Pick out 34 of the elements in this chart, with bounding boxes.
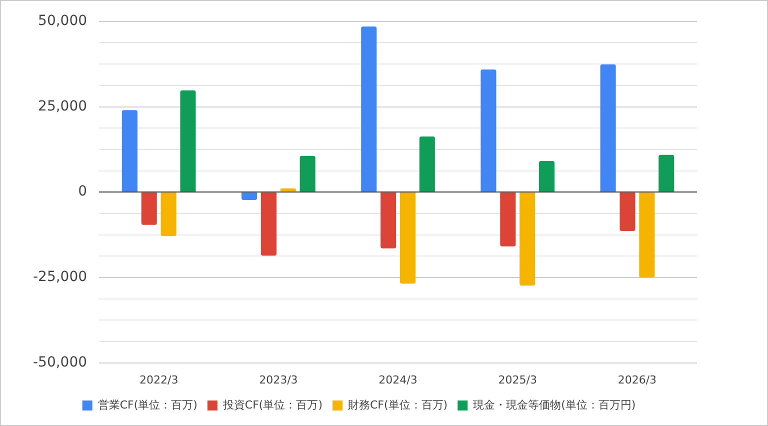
y-tick-label: -25,000: [32, 269, 88, 286]
bar: [160, 192, 176, 236]
y-tick-label: 50,000: [38, 13, 88, 30]
x-tick-label: 2024/3: [378, 373, 418, 386]
x-tick-label: 2023/3: [259, 373, 298, 386]
legend-label: 現金・現金等価物(単位：百万円): [473, 398, 636, 412]
x-tick-label: 2025/3: [498, 373, 537, 386]
bar: [280, 188, 296, 192]
legend-label: 投資CF(単位：百万): [222, 398, 323, 412]
legend-label: 財務CF(単位：百万): [348, 398, 448, 412]
y-tick-label: 25,000: [38, 98, 88, 114]
bar: [600, 64, 616, 192]
bar: [380, 192, 396, 248]
bar: [361, 26, 377, 192]
bar: [639, 192, 655, 278]
bar: [419, 136, 435, 192]
bar: [260, 192, 276, 256]
bar: [500, 192, 516, 246]
bar: [242, 192, 258, 200]
legend-label: 営業CF(単位：百万): [98, 398, 198, 412]
bar: [400, 192, 416, 284]
bar: [538, 161, 555, 192]
bar: [520, 192, 536, 286]
bar: [122, 110, 138, 192]
bar: [300, 156, 316, 192]
bar: [180, 90, 196, 192]
x-tick-label: 2022/3: [139, 373, 178, 386]
bar: [620, 192, 636, 232]
bar: [658, 154, 674, 192]
x-tick-label: 2026/3: [618, 373, 657, 386]
y-tick-label: -50,000: [32, 354, 88, 370]
y-tick-label: 0: [78, 184, 88, 200]
bar: [480, 70, 496, 192]
bar: [141, 192, 157, 225]
